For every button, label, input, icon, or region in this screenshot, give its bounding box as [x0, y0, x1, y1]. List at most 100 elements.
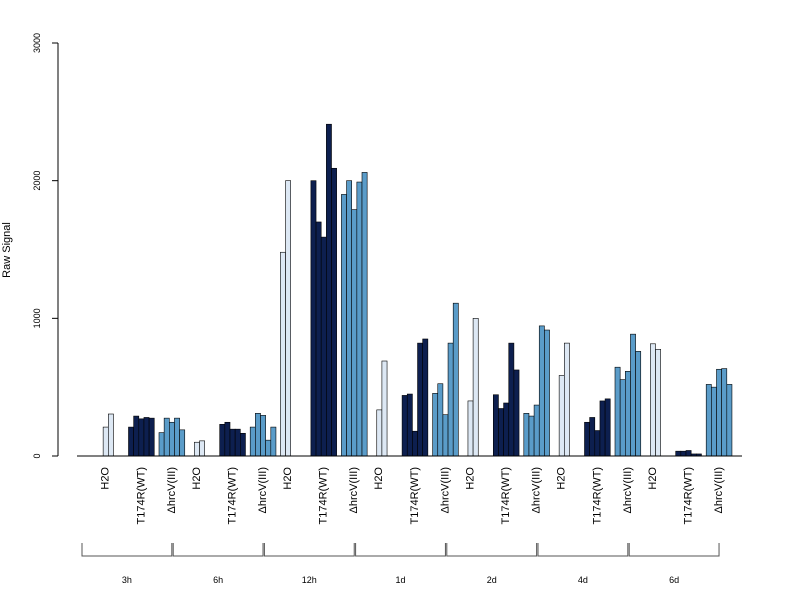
bar	[108, 413, 114, 457]
group-bracket	[81, 543, 173, 557]
bar	[174, 417, 180, 457]
bar	[523, 413, 530, 457]
category-label: H2O	[282, 467, 294, 490]
category-label: ΔhrcV(III)	[622, 467, 634, 513]
group-label: 4d	[578, 575, 588, 585]
group-bracket	[537, 543, 629, 557]
group-label: 1d	[396, 575, 406, 585]
bar	[538, 325, 545, 457]
bar	[452, 302, 459, 457]
bar	[584, 421, 590, 457]
bar	[163, 417, 170, 457]
bar	[148, 417, 155, 457]
bar	[381, 360, 388, 457]
bar	[138, 418, 145, 457]
bar	[401, 395, 408, 457]
bar	[614, 366, 621, 457]
category-label: H2O	[100, 467, 112, 490]
group-brackets: 3h 6h 12h 1d 2d 4d 6d	[81, 543, 720, 585]
bar	[128, 426, 134, 457]
group-label: 3h	[122, 575, 132, 585]
bar	[503, 402, 510, 457]
bar	[498, 408, 504, 457]
bar	[270, 426, 277, 457]
bar	[320, 236, 327, 457]
bar	[422, 338, 429, 457]
y-tick-label: 0	[32, 453, 42, 458]
bars	[102, 123, 733, 457]
category-label: H2O	[373, 467, 385, 490]
category-label: H2O	[647, 467, 659, 490]
bar	[513, 369, 520, 457]
bar	[229, 428, 236, 457]
bar	[442, 414, 449, 457]
bar	[594, 430, 601, 457]
bar	[315, 221, 322, 457]
category-label: ΔhrcV(III)	[439, 467, 451, 513]
bar	[260, 415, 266, 457]
bar	[650, 343, 656, 457]
bar	[249, 426, 256, 457]
group-bracket	[446, 543, 538, 557]
group-bracket	[628, 543, 720, 557]
bar	[143, 417, 150, 457]
bar	[351, 209, 358, 457]
bar	[219, 424, 226, 457]
bar	[102, 426, 109, 457]
bar	[412, 430, 418, 457]
y-tick-label: 2000	[32, 171, 42, 191]
category-label: ΔhrcV(III)	[166, 467, 178, 513]
y-tick-label: 1000	[32, 308, 42, 328]
bar	[508, 342, 515, 457]
bar	[472, 318, 479, 457]
category-labels: H2O T174R(WT) ΔhrcV(III) H2O T174R(WT) ΔhrcV(…	[100, 467, 725, 525]
bar	[376, 409, 383, 457]
group-label: 2d	[487, 575, 497, 585]
y-axis: 0 1000 2000 3000	[32, 33, 59, 459]
bar	[285, 180, 291, 457]
bar	[158, 432, 165, 457]
bar	[635, 351, 642, 457]
bar	[280, 251, 286, 457]
bar	[630, 333, 636, 457]
bar	[346, 180, 352, 457]
category-label: H2O	[191, 467, 203, 490]
category-label: T174R(WT)	[500, 467, 512, 524]
bar	[492, 394, 499, 457]
y-axis-title: Raw Signal	[1, 222, 13, 278]
bar	[705, 384, 712, 457]
bar	[169, 421, 175, 457]
bar	[721, 368, 728, 457]
bar	[331, 167, 337, 457]
bar	[417, 342, 423, 457]
bar	[255, 413, 261, 457]
bar	[711, 386, 717, 457]
bar	[224, 421, 231, 457]
bar	[310, 180, 317, 457]
group-bracket	[355, 543, 446, 557]
category-label: T174R(WT)	[226, 467, 238, 524]
group-label: 6d	[669, 575, 679, 585]
group-bracket	[172, 543, 264, 557]
bar	[544, 329, 550, 457]
bar	[726, 384, 733, 457]
bar	[558, 375, 565, 457]
bar	[619, 379, 626, 457]
bar	[680, 450, 687, 457]
category-label: T174R(WT)	[409, 467, 421, 524]
bar	[604, 398, 611, 457]
bar	[356, 181, 363, 457]
bar	[234, 428, 241, 457]
bar	[528, 415, 535, 457]
bar	[467, 400, 474, 457]
bar	[265, 439, 272, 457]
group-label: 6h	[213, 575, 223, 585]
bar	[589, 417, 596, 457]
bar	[675, 450, 682, 457]
category-label: ΔhrcV(III)	[713, 467, 725, 513]
bar	[199, 440, 205, 457]
category-label: H2O	[556, 467, 568, 490]
category-label: ΔhrcV(III)	[257, 467, 269, 513]
category-label: ΔhrcV(III)	[531, 467, 543, 513]
